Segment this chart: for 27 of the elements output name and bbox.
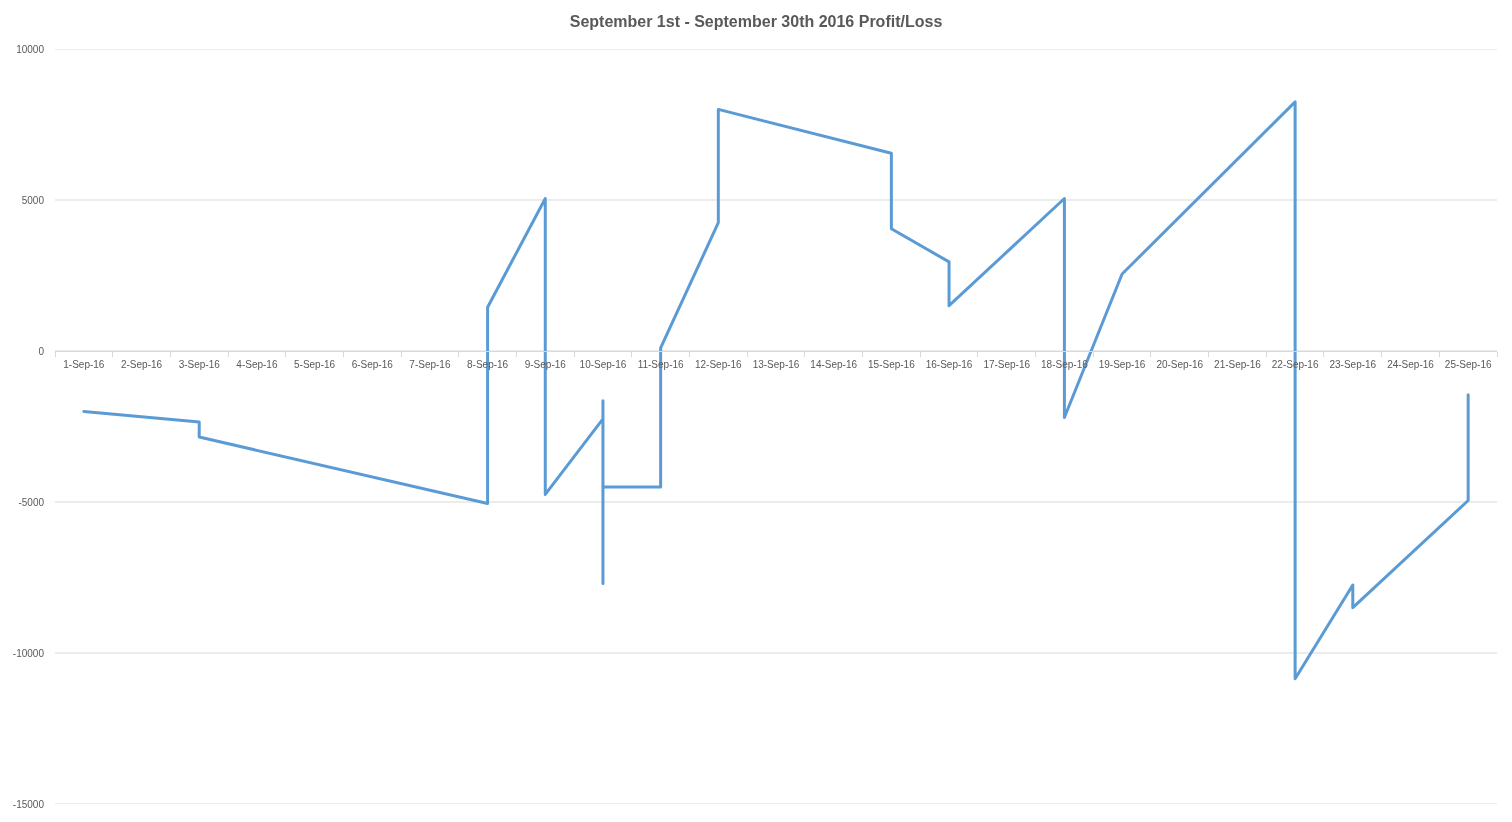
x-tick-label: 23-Sep-16	[1329, 359, 1377, 370]
y-tick-label: -15000	[12, 798, 45, 810]
x-tick-label: 19-Sep-16	[1098, 359, 1146, 370]
y-tick-label: 0	[38, 345, 45, 357]
y-tick-label: -5000	[18, 496, 45, 508]
y-tick-label: 10000	[16, 43, 45, 55]
x-tick-label: 13-Sep-16	[752, 359, 800, 370]
x-tick-label: 25-Sep-16	[1444, 359, 1492, 370]
x-tick-label: 5-Sep-16	[293, 359, 336, 370]
x-tick-label: 3-Sep-16	[178, 359, 221, 370]
x-tick-label: 10-Sep-16	[579, 359, 627, 370]
x-tick-label: 24-Sep-16	[1387, 359, 1435, 370]
x-tick-label: 14-Sep-16	[810, 359, 858, 370]
y-tick-label: 5000	[21, 194, 45, 206]
x-tick-label: 17-Sep-16	[983, 359, 1031, 370]
x-tick-label: 16-Sep-16	[925, 359, 973, 370]
x-tick-label: 2-Sep-16	[120, 359, 163, 370]
chart-title: September 1st - September 30th 2016 Profit/Loss	[569, 12, 943, 30]
x-tick-label: 21-Sep-16	[1214, 359, 1262, 370]
x-tick-label: 6-Sep-16	[351, 359, 394, 370]
x-tick-label: 4-Sep-16	[236, 359, 278, 370]
x-tick-label: 1-Sep-16	[63, 359, 105, 370]
x-tick-label: 15-Sep-16	[868, 359, 916, 370]
x-tick-label: 7-Sep-16	[409, 359, 451, 370]
y-tick-label: -10000	[12, 647, 45, 659]
x-tick-label: 12-Sep-16	[694, 359, 743, 370]
x-tick-label: 20-Sep-16	[1156, 359, 1204, 370]
